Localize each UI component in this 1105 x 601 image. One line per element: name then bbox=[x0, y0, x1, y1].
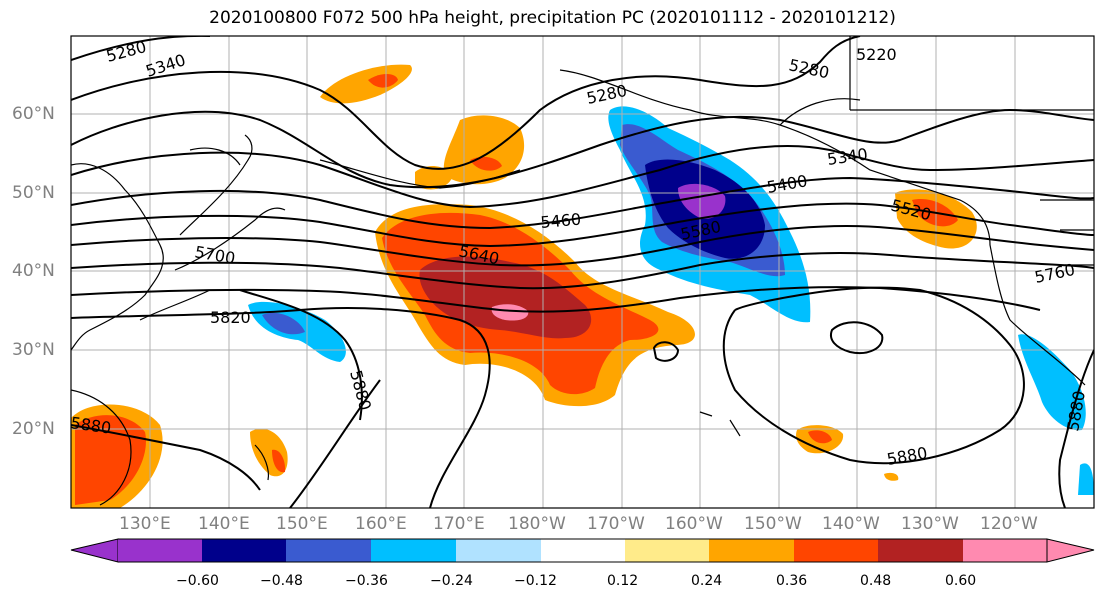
colorbar-tick-label: −0.24 bbox=[430, 573, 473, 589]
colorbar-tick-label: −0.60 bbox=[176, 573, 219, 589]
colorbar-tick-label: 0.24 bbox=[691, 573, 723, 589]
lat-label: 30°N bbox=[12, 340, 55, 360]
precip-positive-area bbox=[884, 472, 899, 481]
lon-label: 170°E bbox=[433, 514, 485, 534]
contour-label: 5460 bbox=[540, 210, 582, 232]
contour-label: 5280 bbox=[104, 37, 148, 66]
lat-label: 40°N bbox=[12, 261, 55, 281]
colorbar-tick-label: 0.48 bbox=[860, 573, 892, 589]
precip-negative-area bbox=[262, 312, 305, 335]
lon-label: 130°W bbox=[901, 514, 959, 534]
colorbar-swatch bbox=[456, 539, 541, 562]
height-contours bbox=[71, 36, 1094, 508]
colorbar-tick-label: −0.12 bbox=[514, 573, 557, 589]
colorbar-swatch bbox=[286, 539, 371, 562]
map-frame bbox=[70, 35, 1095, 509]
colorbar-swatch bbox=[541, 539, 625, 562]
precip-positive-area bbox=[272, 449, 286, 473]
lon-label: 150°E bbox=[276, 514, 328, 534]
map-title: 2020100800 F072 500 hPa height, precipit… bbox=[209, 8, 896, 28]
contour-label: 5220 bbox=[856, 45, 897, 64]
lat-label: 50°N bbox=[12, 183, 55, 203]
colorbar-arrow-low bbox=[70, 538, 119, 563]
precip-positive-area bbox=[415, 166, 452, 190]
lon-label: 170°W bbox=[587, 514, 645, 534]
colorbar-tick-label: 0.36 bbox=[776, 573, 808, 589]
gridlines bbox=[71, 36, 1094, 508]
contour-label: 5880 bbox=[885, 443, 928, 469]
colorbar bbox=[70, 538, 1095, 563]
precip-positive-area bbox=[419, 256, 592, 339]
colorbar-swatch bbox=[118, 539, 202, 562]
colorbar-swatch bbox=[794, 539, 878, 562]
lon-label: 120°W bbox=[980, 514, 1038, 534]
colorbar-swatch bbox=[709, 539, 794, 562]
contour-label: 5880 bbox=[346, 368, 375, 412]
lon-label: 150°W bbox=[744, 514, 802, 534]
colorbar-tick-label: −0.48 bbox=[260, 573, 303, 589]
precip-positive-area bbox=[491, 304, 529, 321]
colorbar-swatch bbox=[878, 539, 963, 562]
colorbar-tick-label: 0.12 bbox=[607, 573, 639, 589]
colorbar-swatch bbox=[625, 539, 709, 562]
colorbar-swatch bbox=[202, 539, 286, 562]
precip-positive-area bbox=[470, 156, 502, 171]
lat-label: 60°N bbox=[12, 104, 55, 124]
precip-positive-area bbox=[368, 74, 398, 88]
lon-label: 180°W bbox=[508, 514, 566, 534]
lat-label: 20°N bbox=[12, 419, 55, 439]
colorbar-tick-label: 0.60 bbox=[945, 573, 977, 589]
lon-label: 160°E bbox=[355, 514, 407, 534]
colorbar-swatch bbox=[371, 539, 456, 562]
colorbar-arrow-high bbox=[1046, 538, 1095, 563]
colorbar-tick-label: −0.36 bbox=[345, 573, 388, 589]
lon-label: 160°W bbox=[665, 514, 723, 534]
lon-label: 130°E bbox=[119, 514, 171, 534]
precip-negative-area bbox=[1018, 334, 1086, 431]
precip-positive-area bbox=[808, 430, 832, 444]
contour-label: 5700 bbox=[193, 242, 236, 268]
precip-negative-area bbox=[1078, 463, 1094, 495]
lon-label: 140°W bbox=[822, 514, 880, 534]
precip-positive-area bbox=[75, 415, 146, 505]
contour-label: 5820 bbox=[210, 308, 251, 327]
colorbar-outline bbox=[118, 538, 1047, 563]
lon-label: 140°E bbox=[198, 514, 250, 534]
colorbar-swatch bbox=[963, 539, 1047, 562]
